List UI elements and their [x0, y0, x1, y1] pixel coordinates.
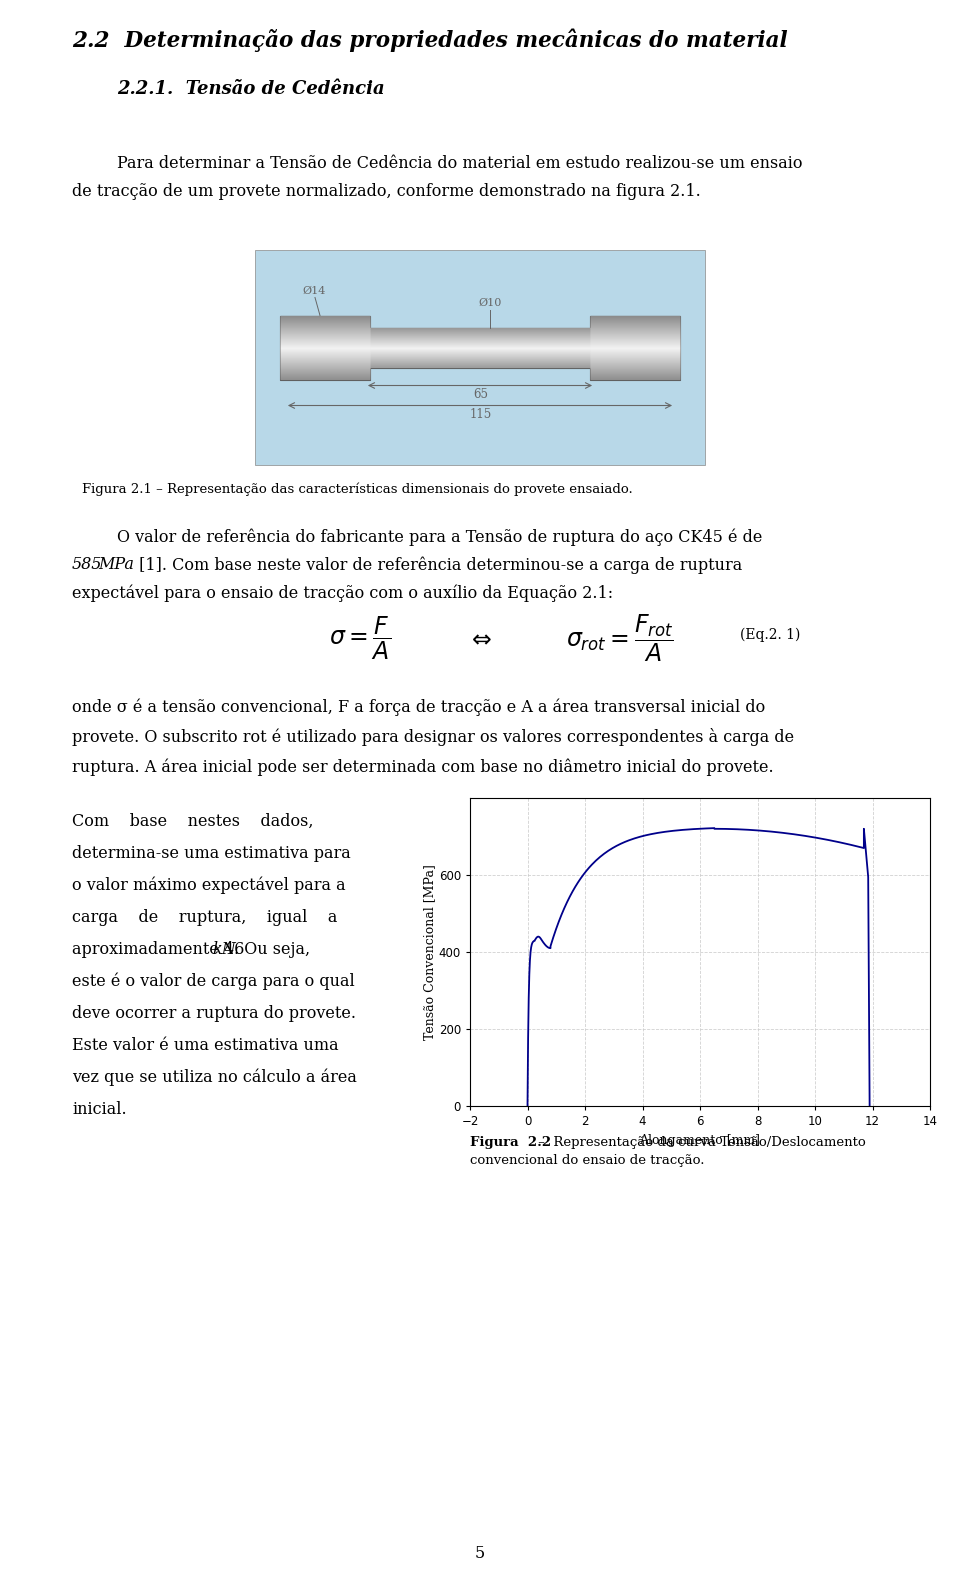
Text: 5: 5	[475, 1545, 485, 1563]
Text: [1]. Com base neste valor de referência determinou-se a carga de ruptura: [1]. Com base neste valor de referência …	[134, 555, 742, 574]
Text: determina-se uma estimativa para: determina-se uma estimativa para	[72, 846, 350, 861]
Text: O valor de referência do fabricante para a Tensão de ruptura do aço CK45 é de: O valor de referência do fabricante para…	[117, 529, 762, 546]
Text: carga    de    ruptura,    igual    a: carga de ruptura, igual a	[72, 908, 337, 926]
Text: 65: 65	[473, 388, 488, 400]
Text: expectável para o ensaio de tracção com o auxílio da Equação 2.1:: expectável para o ensaio de tracção com …	[72, 584, 613, 601]
Text: deve ocorrer a ruptura do provete.: deve ocorrer a ruptura do provete.	[72, 1006, 356, 1021]
Text: –  Representação da curva Tensão/Deslocamento: – Representação da curva Tensão/Deslocam…	[534, 1136, 866, 1149]
Text: Ø14: Ø14	[302, 286, 325, 295]
Bar	[365, 328, 595, 367]
Text: 2.2.1.  Tensão de Cedência: 2.2.1. Tensão de Cedência	[117, 80, 385, 97]
Text: vez que se utiliza no cálculo a área: vez que se utiliza no cálculo a área	[72, 1068, 357, 1086]
Text: (Eq.2. 1): (Eq.2. 1)	[740, 628, 801, 642]
Text: provete. O subscrito rot é utilizado para designar os valores correspondentes à : provete. O subscrito rot é utilizado par…	[72, 728, 794, 745]
Text: 585: 585	[72, 555, 103, 573]
Text: 2.2  Determinação das propriedades mecânicas do material: 2.2 Determinação das propriedades mecâni…	[72, 28, 787, 52]
Text: $\sigma_{rot} = \dfrac{F_{rot}}{A}$: $\sigma_{rot} = \dfrac{F_{rot}}{A}$	[566, 612, 674, 664]
Text: ruptura. A área inicial pode ser determinada com base no diâmetro inicial do pro: ruptura. A área inicial pode ser determi…	[72, 758, 774, 775]
Text: Este valor é uma estimativa uma: Este valor é uma estimativa uma	[72, 1037, 339, 1054]
Text: onde σ é a tensão convencional, F a força de tracção e A a área transversal inic: onde σ é a tensão convencional, F a forç…	[72, 698, 765, 715]
Text: MPa: MPa	[98, 555, 133, 573]
Bar	[280, 315, 370, 380]
Text: Figura  2.2: Figura 2.2	[470, 1136, 551, 1149]
Text: $\sigma = \dfrac{F}{A}$: $\sigma = \dfrac{F}{A}$	[329, 615, 391, 662]
Bar	[590, 315, 680, 380]
Bar	[255, 249, 705, 464]
Text: Com    base    nestes    dados,: Com base nestes dados,	[72, 813, 314, 830]
Text: aproximadamente 46: aproximadamente 46	[72, 941, 245, 959]
Text: Figura 2.1 – Representação das características dimensionais do provete ensaiado.: Figura 2.1 – Representação das caracterí…	[82, 483, 633, 496]
Text: $\Leftrightarrow$: $\Leftrightarrow$	[468, 626, 492, 650]
Text: . Ou seja,: . Ou seja,	[234, 941, 310, 959]
X-axis label: Alongamento [mm]: Alongamento [mm]	[639, 1133, 760, 1147]
Text: kN: kN	[212, 941, 236, 959]
Text: inicial.: inicial.	[72, 1101, 127, 1119]
Text: convencional do ensaio de tracção.: convencional do ensaio de tracção.	[470, 1155, 705, 1167]
Text: o valor máximo expectável para a: o valor máximo expectável para a	[72, 877, 346, 894]
Text: 115: 115	[470, 408, 492, 420]
Text: este é o valor de carga para o qual: este é o valor de carga para o qual	[72, 973, 355, 990]
Text: de tracção de um provete normalizado, conforme demonstrado na figura 2.1.: de tracção de um provete normalizado, co…	[72, 184, 701, 199]
Y-axis label: Tensão Convencional [MPa]: Tensão Convencional [MPa]	[423, 865, 436, 1040]
Text: Para determinar a Tensão de Cedência do material em estudo realizou-se um ensaio: Para determinar a Tensão de Cedência do …	[117, 155, 803, 173]
Text: Ø10: Ø10	[478, 298, 501, 308]
